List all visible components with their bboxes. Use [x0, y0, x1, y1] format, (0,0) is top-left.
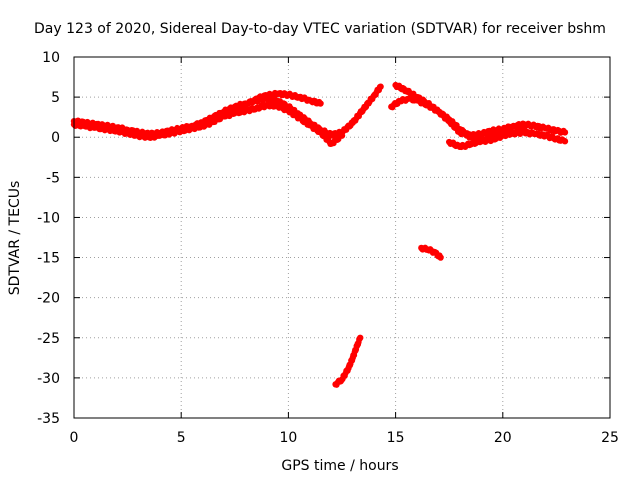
y-tick-label: -15 [37, 251, 60, 267]
x-tick-label: 0 [70, 430, 79, 446]
y-tick-label: 5 [51, 90, 60, 106]
data-point [437, 254, 444, 261]
data-point [338, 132, 346, 139]
x-tick-label: 15 [387, 430, 405, 446]
data-point [561, 129, 569, 136]
axis-ticks [73, 56, 611, 419]
x-tick-label: 10 [279, 430, 297, 446]
y-tick-label: -10 [37, 210, 60, 226]
data-point [357, 334, 364, 341]
y-axis-title: SDTVAR / TECUs [7, 181, 23, 296]
series-track-i [418, 244, 444, 261]
y-tick-label: 10 [42, 50, 60, 66]
y-tick-label: -25 [37, 331, 60, 347]
series-track-d [210, 101, 346, 147]
series-track-f [392, 81, 569, 140]
data-marks [70, 81, 569, 388]
x-tick-label: 25 [601, 430, 619, 446]
x-tick-label: 20 [494, 430, 512, 446]
y-tick-label: -35 [37, 411, 60, 427]
plot-frame [73, 56, 611, 419]
y-tick-label: -5 [46, 170, 60, 186]
y-tick-label: -30 [37, 371, 60, 387]
series-track-e [253, 89, 324, 107]
y-tick-labels: 10 5 0 -5 -10 -15 -20 -25 -30 -35 [37, 50, 60, 427]
series-track-h [446, 128, 569, 151]
data-point [317, 100, 324, 107]
x-axis-title: GPS time / hours [281, 458, 398, 474]
series-track-j [332, 334, 364, 388]
y-tick-label: -20 [37, 291, 60, 307]
x-tick-labels: 0 5 10 15 20 25 [70, 430, 619, 446]
y-tick-label: 0 [51, 130, 60, 146]
x-tick-label: 5 [177, 430, 186, 446]
grid [74, 57, 610, 418]
chart-title: Day 123 of 2020, Sidereal Day-to-day VTE… [34, 21, 606, 37]
data-point [377, 83, 384, 90]
data-point [561, 138, 569, 145]
